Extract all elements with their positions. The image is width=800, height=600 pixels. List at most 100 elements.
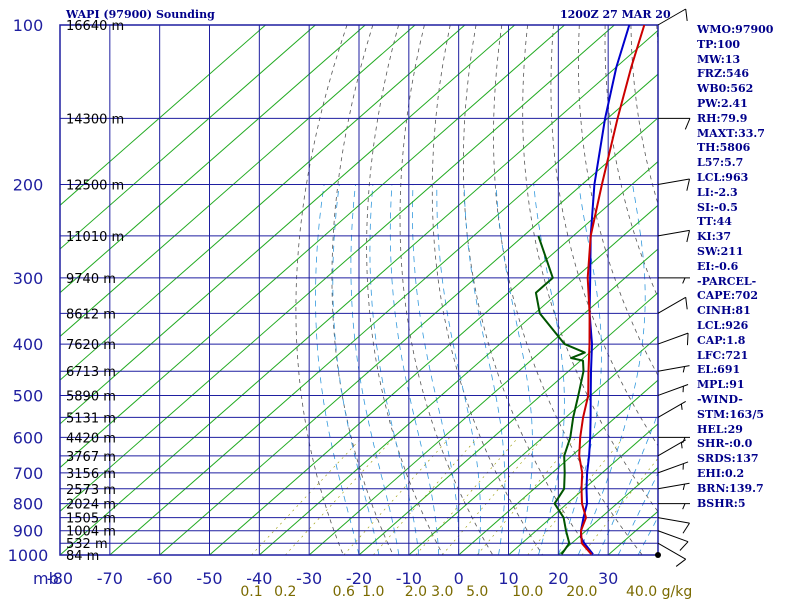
temperature-tick-label: -80 <box>47 569 73 588</box>
index-item: SRDS:137 <box>697 452 759 466</box>
index-item: LFC:721 <box>697 348 749 362</box>
index-item: -WIND- <box>697 392 743 406</box>
height-label: 84 m <box>66 549 99 564</box>
isotherm <box>358 292 658 555</box>
index-item: PW:2.41 <box>697 96 748 110</box>
mixing-ratio-label: 0.6 <box>333 584 355 600</box>
wind-barb-half <box>680 442 683 449</box>
wind-barb-staff <box>657 542 686 560</box>
height-label: 7620 m <box>66 338 116 353</box>
pressure-tick-label: 600 <box>13 428 44 447</box>
index-item: -PARCEL- <box>697 274 757 288</box>
temperature-tick-label: -50 <box>196 569 222 588</box>
index-item: CAP:1.8 <box>697 333 746 347</box>
index-item: STM:163/5 <box>697 407 764 421</box>
index-item: WB0:562 <box>697 82 754 96</box>
pressure-tick-label: 200 <box>13 176 44 195</box>
index-item: LCL:926 <box>697 318 749 332</box>
moist-adiabat <box>617 472 658 555</box>
moist-adiabat <box>637 516 658 555</box>
temperature-tick-label: -20 <box>346 569 372 588</box>
index-item: HEL:29 <box>697 422 743 436</box>
index-item: SHR-:0.0 <box>697 437 753 451</box>
wind-barb-full <box>685 8 688 21</box>
background-lines <box>60 25 658 555</box>
isotherm <box>508 423 658 555</box>
height-label: 5131 m <box>66 411 116 426</box>
mixing-ratio-line <box>343 437 451 555</box>
index-item: CINH:81 <box>697 304 751 318</box>
pressure-tick-label: 100 <box>13 16 44 35</box>
wind-barb-full <box>682 522 690 534</box>
wind-barb-staff <box>657 439 686 457</box>
dry-adiabat <box>295 25 348 555</box>
wind-barb-full <box>679 541 689 551</box>
height-label: 5890 m <box>66 389 116 404</box>
pressure-tick-label: 700 <box>13 464 44 483</box>
height-label: 2573 m <box>66 483 116 498</box>
moist-adiabat <box>369 184 420 555</box>
isotherm <box>60 25 615 512</box>
dry-adiabat <box>493 25 643 555</box>
moist-adiabat <box>495 184 533 555</box>
mixing-ratio-label: 3.0 <box>431 584 453 600</box>
mixing-ratio-line <box>415 437 519 555</box>
height-label: 2024 m <box>66 498 116 513</box>
mixing-ratio-line <box>285 437 395 555</box>
temperature-tick-label: 20 <box>548 569 568 588</box>
height-label: 1004 m <box>66 525 116 540</box>
wind-barb-full <box>686 178 691 191</box>
wind-barb-full <box>684 118 691 130</box>
index-item: CAPE:702 <box>697 289 758 303</box>
wind-barb-full <box>675 558 687 567</box>
index-item: SW:211 <box>697 244 744 258</box>
mixing-ratio-line <box>373 437 479 555</box>
mixing-ratio-line <box>251 437 363 555</box>
pressure-tick-label: 800 <box>13 495 44 514</box>
index-item: BRN:139.7 <box>697 481 764 495</box>
wind-barb-staff <box>657 296 686 314</box>
mixing-ratio-label: 0.1 <box>240 584 262 600</box>
sounding-timestamp: 1200Z 27 MAR 20 <box>560 8 671 21</box>
pressure-tick-label: 400 <box>13 335 44 354</box>
height-label: 3767 m <box>66 450 116 465</box>
isotherm <box>60 25 416 338</box>
grid-lines <box>59 24 659 556</box>
height-label: 11010 m <box>66 230 124 245</box>
temperature-tick-label: -60 <box>147 569 173 588</box>
temperature-tick-label: 0 <box>454 569 464 588</box>
wind-barb-staff <box>657 482 690 490</box>
wind-barb-full <box>685 297 688 310</box>
isotherm <box>60 25 266 206</box>
mixing-ratio-unit-label: 40.0 g/kg <box>626 584 692 600</box>
index-item: LI:-2.3 <box>697 185 738 199</box>
x-axis-unit-label: mb <box>33 569 59 588</box>
index-item: WMO:97900 <box>697 23 774 36</box>
index-item: TH:5806 <box>697 141 751 155</box>
wind-barb-staff <box>657 229 690 237</box>
pressure-tick-label: 900 <box>13 522 44 541</box>
height-label: 16640 m <box>66 19 124 34</box>
isotherm <box>60 25 316 250</box>
isotherm <box>60 29 658 555</box>
wind-barb-half <box>682 503 686 510</box>
wind-barb-half <box>682 277 686 284</box>
wind-barb-staff <box>657 517 690 524</box>
wind-barb-half <box>682 437 686 444</box>
index-item: BSHR:5 <box>697 496 746 510</box>
height-label: 9740 m <box>66 272 116 287</box>
wind-barb-half <box>682 483 686 491</box>
mixing-ratio-label: 2.0 <box>405 584 427 600</box>
isotherm <box>60 25 516 425</box>
isotherm <box>308 248 658 555</box>
wind-barbs <box>655 8 691 567</box>
wind-barb-full <box>686 230 691 243</box>
height-label: 4420 m <box>66 431 116 446</box>
dry-adiabat <box>399 25 494 555</box>
profiles <box>534 25 646 555</box>
dewpoint-trace <box>534 235 586 555</box>
moist-adiabat <box>389 184 440 555</box>
calm-wind-marker <box>655 552 661 558</box>
plot-frame <box>59 24 659 556</box>
